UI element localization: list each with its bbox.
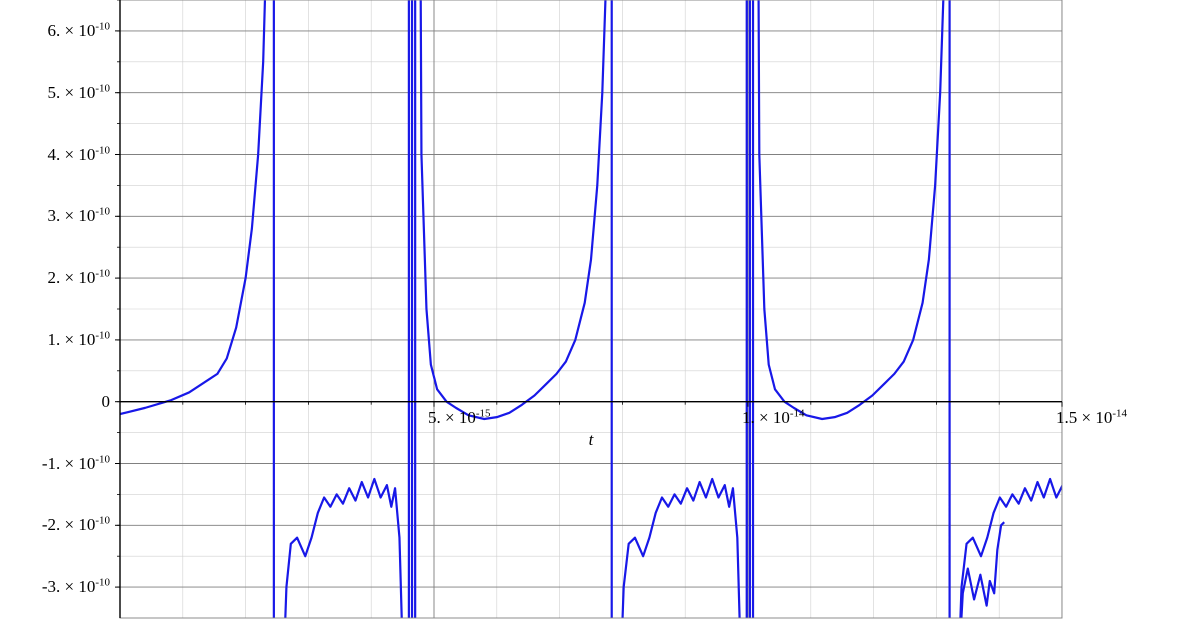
tick-label: 0 <box>102 392 111 412</box>
x-axis-label: t <box>589 430 594 450</box>
tick-label: -2. × 10-10 <box>42 515 110 535</box>
tick-label: 5. × 10-15 <box>428 408 491 428</box>
tick-label: 2. × 10-10 <box>47 268 110 288</box>
tick-label: 1. × 10-14 <box>742 408 805 428</box>
tick-label: -1. × 10-10 <box>42 454 110 474</box>
tick-label: 3. × 10-10 <box>47 206 110 226</box>
tick-label: 1.5 × 10-14 <box>1056 408 1127 428</box>
chart-svg <box>0 0 1196 621</box>
tick-label: -3. × 10-10 <box>42 577 110 597</box>
tick-label: 1. × 10-10 <box>47 330 110 350</box>
tick-label: 5. × 10-10 <box>47 83 110 103</box>
tick-label: 6. × 10-10 <box>47 21 110 41</box>
chart: 6. × 10-10 5. × 10-10 4. × 10-10 3. × 10-10… <box>0 0 1196 621</box>
tick-label: 4. × 10-10 <box>47 145 110 165</box>
